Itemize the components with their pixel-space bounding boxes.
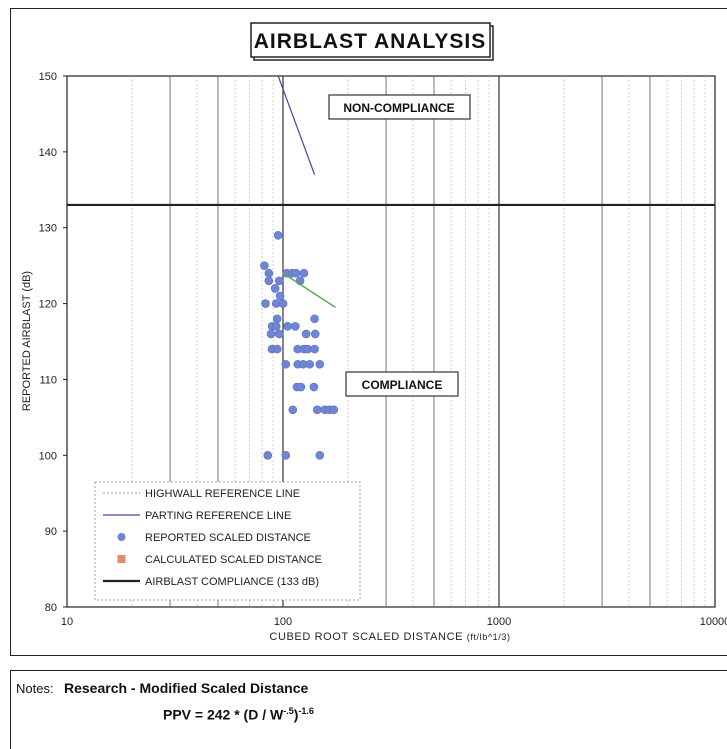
x-tick-label: 100 <box>274 616 292 628</box>
title-box <box>250 22 491 58</box>
notes-label: Notes: <box>16 681 54 696</box>
trend-line <box>282 272 336 308</box>
formula-inner-exponent: -.5 <box>283 706 294 716</box>
data-point <box>329 405 339 415</box>
data-point <box>315 450 325 460</box>
y-tick-label: 110 <box>39 374 57 386</box>
data-point <box>260 261 269 270</box>
data-point <box>272 344 282 354</box>
chart-title: AIRBLAST ANALYSIS <box>254 30 486 53</box>
x-axis-title: CUBED ROOT SCALED DISTANCE (ft/lb^1/3) <box>269 631 510 643</box>
data-point <box>291 268 301 278</box>
data-point <box>261 299 270 308</box>
data-point <box>310 314 319 324</box>
data-point <box>301 329 311 339</box>
legend-label: HIGHWALL REFERENCE LINE <box>145 488 300 500</box>
airblast-chart: 80 90 100 110 120 130 140 150 10 100 1000 10000 CUBE… <box>21 22 727 643</box>
y-tick-label: 90 <box>45 526 57 538</box>
data-point <box>263 450 273 460</box>
data-point <box>310 344 319 354</box>
formula-close: ) <box>293 706 299 723</box>
legend-swatch <box>117 555 126 563</box>
legend-label: AIRBLAST COMPLIANCE (133 dB) <box>145 576 319 588</box>
y-tick-label: 100 <box>39 450 57 462</box>
y-tick-label: 120 <box>39 299 57 311</box>
data-point <box>266 329 276 339</box>
formula-prefix: PPV = 242 * (D / W <box>163 706 284 723</box>
data-point <box>283 322 292 331</box>
data-point <box>305 359 315 369</box>
formula-outer-exponent: -1.6 <box>298 706 314 716</box>
legend-swatch <box>117 533 126 541</box>
data-point <box>281 450 291 460</box>
y-tick-label: 130 <box>39 223 57 235</box>
data-point <box>296 382 306 392</box>
legend-label: REPORTED SCALED DISTANCE <box>145 532 311 544</box>
data-point <box>264 268 274 278</box>
data-point <box>299 268 309 278</box>
data-point <box>278 299 288 308</box>
y-tick-label: 150 <box>39 71 57 83</box>
y-tick-label: 80 <box>45 602 57 614</box>
parting-reference-line <box>277 75 316 175</box>
compliance-box <box>345 371 459 397</box>
data-point <box>273 231 283 240</box>
data-point <box>272 314 282 324</box>
data-point <box>274 329 284 339</box>
data-point <box>288 405 298 415</box>
x-tick-label: 10000 <box>700 616 727 628</box>
non-compliance-box <box>328 94 471 120</box>
notes-formula: PPV = 242 * (D / W-.5)-1.6 <box>163 706 314 723</box>
non-compliance-label: NON-COMPLIANCE <box>343 101 454 115</box>
data-point <box>264 276 274 286</box>
y-axis-title: REPORTED AIRBLAST (dB) <box>21 271 33 411</box>
data-point <box>275 291 285 301</box>
data-point <box>290 322 300 331</box>
data-point <box>309 382 319 392</box>
notes-title: Research - Modified Scaled Distance <box>64 680 309 696</box>
x-tick-label: 1000 <box>487 616 511 628</box>
compliance-label: COMPLIANCE <box>362 378 443 392</box>
y-tick-label: 140 <box>39 147 57 159</box>
data-point <box>274 276 284 286</box>
data-point <box>310 329 320 339</box>
chart-frame <box>10 8 727 656</box>
notes-box: Notes: Research - Modified Scaled Distan… <box>10 670 727 749</box>
legend-label: CALCULATED SCALED DISTANCE <box>145 554 322 566</box>
legend-label: PARTING REFERENCE LINE <box>145 510 291 522</box>
data-point <box>315 359 325 369</box>
data-point <box>312 405 322 415</box>
data-point <box>281 359 291 369</box>
data-point <box>271 322 281 331</box>
data-point <box>270 284 280 293</box>
x-tick-label: 10 <box>61 616 73 628</box>
